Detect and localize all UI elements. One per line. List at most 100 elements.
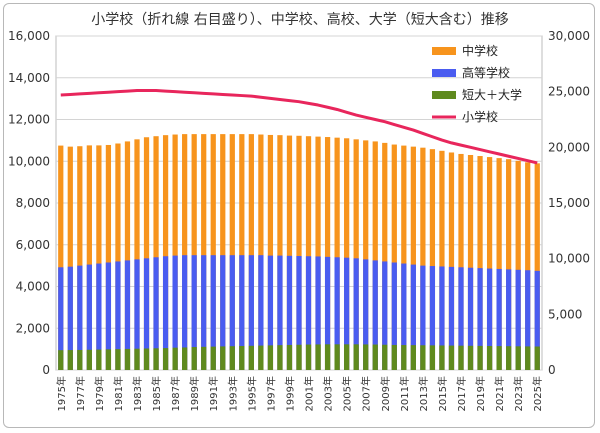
x-tick-label: 1985年 [150, 376, 163, 411]
bar-中学校-1991年 [210, 134, 216, 370]
left-tick-label: 4,000 [16, 280, 50, 294]
left-tick-label: 10,000 [8, 154, 50, 168]
bar-高等学校-2005年 [344, 257, 350, 370]
bar-短大＋大学-2024年 [525, 346, 531, 370]
bar-高等学校-2021年 [496, 268, 502, 370]
bar-中学校-2008年 [372, 141, 378, 370]
x-tick-label: 2021年 [493, 376, 506, 411]
bar-短大＋大学-1979年 [96, 349, 102, 370]
bar-短大＋大学-2013年 [420, 345, 426, 370]
bar-短大＋大学-1996年 [258, 345, 264, 370]
bar-短大＋大学-1980年 [105, 349, 112, 370]
bar-高等学校-1975年 [58, 267, 64, 370]
bar-高等学校-1998年 [277, 255, 283, 370]
bar-中学校-1998年 [277, 135, 283, 370]
bar-中学校-2022年 [506, 159, 512, 370]
bar-短大＋大学-1982年 [124, 348, 131, 370]
bar-中学校-2003年 [324, 137, 331, 370]
bar-中学校-1981年 [115, 143, 121, 370]
left-tick-label: 14,000 [8, 71, 50, 85]
right-tick-label: 30,000 [548, 29, 590, 43]
bar-中学校-2005年 [344, 138, 350, 370]
bar-中学校-1984年 [143, 137, 150, 370]
bar-高等学校-1996年 [258, 255, 264, 370]
bar-高等学校-2015年 [439, 266, 445, 370]
x-axis: 1975年 1977年 1979年 1981年 1983年 1985年 1987年 1989年… [55, 376, 544, 411]
bar-高等学校-2011年 [401, 263, 407, 370]
bar-高等学校-1989年 [191, 255, 197, 370]
bar-高等学校-1978年 [86, 264, 92, 370]
bar-中学校-2014年 [429, 149, 436, 370]
bar-高等学校-2023年 [515, 269, 521, 370]
x-tick-label: 1975年 [55, 376, 68, 411]
bar-中学校-1996年 [258, 134, 264, 370]
bar-高等学校-2017年 [458, 267, 464, 370]
bar-短大＋大学-2025年 [534, 346, 540, 370]
bar-短大＋大学-1989年 [191, 347, 197, 370]
x-tick-label: 1983年 [131, 376, 144, 411]
bar-短大＋大学-2002年 [315, 344, 321, 370]
bar-短大＋大学-1986年 [162, 348, 169, 370]
bar-短大＋大学-2012年 [410, 345, 416, 370]
bar-高等学校-1979年 [96, 263, 102, 370]
bar-短大＋大学-1991年 [210, 346, 216, 370]
bar-中学校-2006年 [353, 139, 359, 370]
bar-中学校-2016年 [448, 152, 455, 370]
x-tick-label: 2013年 [417, 376, 430, 411]
bar-短大＋大学-1994年 [239, 345, 245, 370]
bar-中学校-1999年 [286, 135, 293, 370]
bar-中学校-1993年 [229, 134, 235, 370]
bar-短大＋大学-1981年 [115, 349, 121, 370]
x-tick-label: 2015年 [436, 376, 449, 411]
bar-中学校-2017年 [458, 153, 464, 370]
bar-中学校-1997年 [267, 134, 274, 370]
bar-高等学校-1991年 [210, 255, 216, 370]
bar-中学校-2002年 [315, 136, 321, 370]
line-series [60, 89, 538, 165]
bar-短大＋大学-1983年 [134, 348, 140, 370]
bar-高等学校-1986年 [162, 256, 169, 370]
bar-短大＋大学-1978年 [86, 349, 92, 370]
bar-中学校-2021年 [496, 158, 502, 370]
bar-中学校-1983年 [134, 139, 140, 370]
bar-短大＋大学-2006年 [353, 344, 359, 370]
right-tick-label: 0 [548, 363, 556, 377]
bar-高等学校-2000年 [296, 256, 302, 370]
bar-短大＋大学-1998年 [277, 345, 283, 370]
bar-短大＋大学-1975年 [58, 350, 64, 370]
bar-高等学校-2022年 [506, 269, 512, 370]
bar-短大＋大学-2008年 [372, 344, 378, 370]
bar-短大＋大学-1999年 [286, 344, 293, 370]
bar-高等学校-1990年 [201, 255, 207, 370]
bar-高等学校-2020年 [486, 268, 493, 370]
legend-label-小学校: 小学校 [462, 109, 498, 124]
bar-高等学校-1977年 [77, 265, 83, 370]
x-tick-label: 2003年 [322, 376, 335, 411]
bar-短大＋大学-1990年 [201, 346, 207, 370]
bar-高等学校-1995年 [248, 255, 254, 370]
bar-短大＋大学-1976年 [67, 350, 73, 370]
right-tick-label: 20,000 [548, 140, 590, 154]
x-tick-label: 2017年 [455, 376, 468, 411]
bar-高等学校-1984年 [143, 258, 150, 370]
bar-中学校-1992年 [220, 134, 226, 370]
x-tick-label: 2019年 [474, 376, 487, 411]
legend-label-中学校: 中学校 [462, 43, 498, 58]
bar-中学校-2000年 [296, 135, 302, 370]
bar-中学校-1982年 [124, 141, 131, 370]
bar-中学校-1988年 [182, 134, 188, 370]
bar-短大＋大学-2017年 [458, 345, 464, 370]
left-tick-label: 8,000 [16, 196, 50, 210]
right-tick-label: 10,000 [548, 252, 590, 266]
bar-中学校-2023年 [515, 160, 521, 370]
bar-中学校-2007年 [363, 140, 369, 370]
bar-高等学校-2010年 [391, 262, 397, 370]
x-tick-label: 1993年 [226, 376, 239, 411]
bar-中学校-2010年 [391, 144, 397, 370]
bar-短大＋大学-1985年 [153, 348, 159, 370]
bar-中学校-2024年 [525, 162, 531, 370]
bar-短大＋大学-2023年 [515, 346, 521, 370]
x-tick-label: 1979年 [93, 376, 106, 411]
bar-短大＋大学-2015年 [439, 345, 445, 370]
